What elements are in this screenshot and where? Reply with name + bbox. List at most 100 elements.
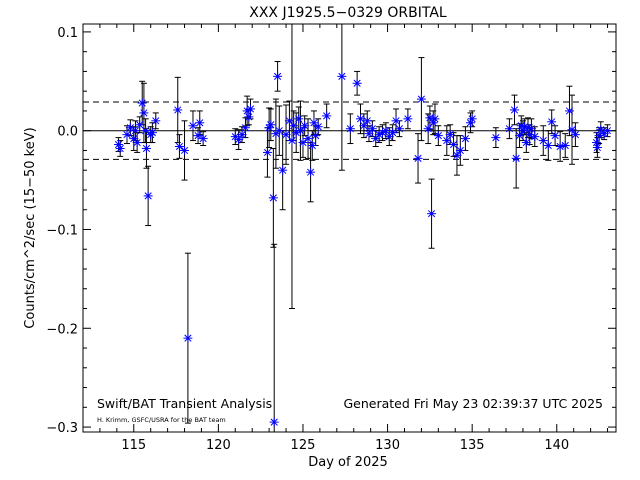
data-point [521, 138, 531, 148]
data-point [526, 124, 536, 134]
data-point [570, 130, 580, 140]
data-point [188, 121, 198, 131]
data-point [289, 121, 299, 131]
data-point [515, 131, 525, 141]
data-point [139, 108, 149, 118]
data-point [135, 120, 145, 130]
data-point [355, 114, 365, 124]
error-bar [271, 243, 278, 432]
data-point [465, 118, 475, 128]
data-point [132, 138, 142, 148]
data-point [234, 135, 244, 145]
data-point [240, 123, 250, 133]
data-point [423, 124, 433, 134]
data-point [547, 117, 557, 127]
data-point [449, 140, 459, 150]
data-point [307, 141, 317, 151]
data-point [268, 193, 278, 203]
data-point [284, 116, 294, 126]
data-markers [114, 71, 613, 427]
data-point [198, 134, 208, 144]
x-axis: 115 120 125 130 135 140 [82, 24, 609, 453]
data-point [430, 114, 440, 124]
data-point [147, 128, 157, 138]
data-point [416, 94, 426, 104]
data-point [246, 104, 256, 114]
x-tick-label: 115 [121, 438, 146, 453]
data-point [491, 133, 501, 143]
data-point [262, 147, 272, 157]
data-point [511, 153, 521, 163]
data-point [295, 126, 305, 136]
data-point [391, 116, 401, 126]
data-point [364, 129, 374, 139]
data-point [137, 98, 147, 108]
data-point [550, 131, 560, 141]
data-point [294, 114, 304, 124]
data-point [543, 141, 553, 151]
data-point [180, 145, 190, 155]
y-tick-label: −0.1 [46, 223, 78, 238]
data-point [337, 71, 347, 81]
data-point [311, 131, 321, 141]
data-point [388, 128, 398, 138]
data-point [560, 141, 570, 151]
data-point [530, 132, 540, 142]
data-point [151, 116, 161, 126]
data-point [460, 134, 470, 144]
data-point [359, 121, 369, 131]
data-point [300, 121, 310, 131]
data-point [445, 130, 455, 140]
data-point [455, 145, 465, 155]
y-axis: −0.3 −0.2 −0.1 0.0 0.1 [46, 26, 616, 436]
data-point [352, 78, 362, 88]
data-point [143, 191, 153, 201]
data-point [428, 118, 438, 128]
data-point [130, 126, 140, 136]
data-point [367, 124, 377, 134]
data-point [567, 125, 577, 135]
data-point [125, 123, 135, 133]
footer-title: Swift/BAT Transient Analysis [97, 396, 272, 411]
data-point [403, 114, 413, 124]
data-point [141, 126, 151, 136]
y-axis-title: Counts/cm^2/sec (15−50 keV) [23, 127, 38, 328]
data-point [427, 209, 437, 219]
data-point [287, 136, 297, 146]
data-point [504, 124, 514, 134]
x-tick-label: 130 [375, 438, 400, 453]
data-point [237, 130, 247, 140]
data-point [174, 141, 184, 151]
x-tick-label: 135 [460, 438, 485, 453]
data-point [278, 165, 288, 175]
error-bar [338, 24, 345, 171]
data-point [274, 126, 284, 136]
data-point [381, 126, 391, 136]
data-point [433, 131, 443, 141]
data-point [564, 106, 574, 116]
x-tick-label: 140 [544, 438, 569, 453]
y-tick-label: −0.2 [46, 322, 78, 337]
data-point [141, 143, 151, 153]
data-point [122, 130, 132, 140]
x-axis-title: Day of 2025 [308, 455, 388, 470]
data-point [603, 126, 613, 136]
footer-generated: Generated Fri May 23 02:39:37 UTC 2025 [343, 396, 603, 411]
data-point [452, 150, 462, 160]
data-point [281, 130, 291, 140]
data-point [384, 132, 394, 142]
data-point [303, 134, 313, 144]
data-point [298, 138, 308, 148]
error-bar [288, 24, 295, 310]
data-point [306, 167, 316, 177]
data-point [394, 124, 404, 134]
data-point [195, 118, 205, 128]
data-point [442, 136, 452, 146]
x-tick-label: 120 [206, 438, 231, 453]
data-point [413, 153, 423, 163]
data-point [322, 111, 332, 121]
plot-frame [82, 23, 617, 433]
data-point [183, 333, 193, 343]
